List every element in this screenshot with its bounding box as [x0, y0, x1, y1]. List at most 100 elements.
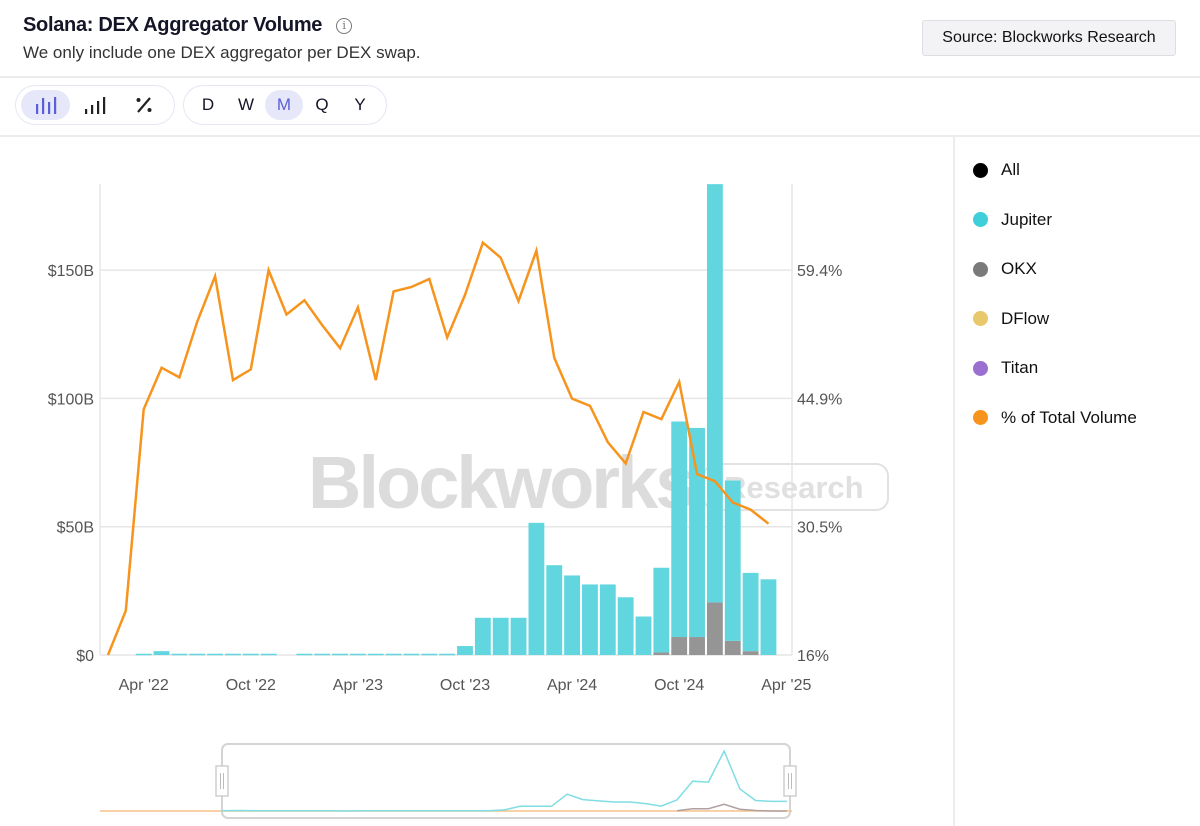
legend-item-okx[interactable]: OKX	[973, 257, 1137, 281]
bar-jupiter	[457, 646, 473, 655]
chart-subtitle: We only include one DEX aggregator per D…	[23, 43, 421, 62]
legend-dot-icon	[973, 311, 988, 326]
chart-toolbar: D W M Q Y	[0, 78, 1200, 137]
line-percent-total-volume	[106, 240, 770, 656]
axes: $0 $50B $100B $150B 16% 30.5% 44.9% 59.4% Apr '2…	[48, 263, 843, 694]
legend-dot-icon	[973, 261, 988, 277]
x-tick-label: Oct '24	[654, 677, 704, 694]
bar-jupiter	[189, 653, 206, 656]
navigator-left-handle[interactable]	[215, 765, 229, 797]
bar-chart-grouped-icon	[35, 97, 56, 114]
bar-jupiter	[599, 584, 616, 655]
navigator-right-handle[interactable]	[783, 765, 797, 797]
legend-label: Jupiter	[1001, 209, 1053, 229]
bar-jupiter	[207, 653, 224, 656]
bar-chart-ascending-icon	[84, 97, 106, 114]
bar-jupiter	[332, 653, 348, 656]
legend-dot-icon	[973, 162, 988, 178]
x-tick-label: Apr '25	[761, 677, 811, 694]
legend-item-titan[interactable]: Titan	[973, 356, 1137, 380]
legend-label: DFlow	[1001, 308, 1050, 328]
page-title: Solana: DEX Aggregator Volume	[23, 14, 323, 36]
bar-jupiter	[760, 579, 777, 655]
legend-label: OKX	[1001, 259, 1037, 278]
bar-jupiter	[260, 653, 277, 656]
bar-okx	[689, 637, 705, 655]
watermark-badge: Research	[724, 470, 864, 505]
grid-lines	[99, 184, 793, 656]
bar-jupiter	[617, 597, 634, 655]
navigator-window[interactable]	[221, 743, 791, 819]
info-icon[interactable]: i	[336, 17, 353, 34]
x-tick-label: Apr '22	[119, 677, 169, 694]
handle-grip-icon	[215, 765, 229, 797]
legend: All Jupiter OKX DFlow Titan % of Total Volume	[973, 158, 1137, 455]
chart-type-percent-button[interactable]	[120, 90, 169, 120]
bar-jupiter	[653, 567, 670, 653]
legend-item-jupiter[interactable]: Jupiter	[973, 208, 1137, 232]
bar-jupiter	[439, 653, 456, 656]
x-tick-label: Apr '23	[333, 677, 383, 694]
y-left-tick-label: $100B	[48, 391, 94, 408]
bar-okx	[671, 637, 688, 655]
bar-jupiter	[528, 522, 545, 655]
bar-series	[135, 184, 777, 656]
source-button[interactable]: Source: Blockworks Research	[922, 20, 1176, 56]
period-d-button[interactable]: D	[201, 95, 215, 114]
bar-jupiter	[564, 575, 581, 655]
bar-okx	[742, 651, 759, 655]
legend-dot-icon	[973, 360, 988, 376]
legend-label: All	[1001, 160, 1020, 179]
legend-divider	[953, 136, 955, 826]
legend-item-of-total-volume[interactable]: % of Total Volume	[973, 406, 1137, 430]
bar-jupiter	[546, 565, 563, 655]
watermark: Blockworks Research	[308, 441, 889, 524]
bar-okx	[724, 640, 741, 655]
y-right-tick-label: 16%	[797, 648, 829, 665]
period-q-button[interactable]: Q	[315, 95, 329, 114]
bar-jupiter	[510, 617, 527, 655]
y-right-tick-label: 30.5%	[797, 519, 842, 536]
period-w-button[interactable]: W	[237, 95, 255, 114]
y-left-tick-label: $150B	[48, 263, 94, 280]
chart-type-grouped-button[interactable]	[21, 90, 71, 120]
bar-jupiter	[225, 653, 241, 656]
period-m-button[interactable]: M	[265, 90, 303, 120]
bar-jupiter	[492, 617, 509, 655]
legend-item-dflow[interactable]: DFlow	[973, 307, 1137, 331]
chart-header: Solana: DEX Aggregator Volume i We only …	[0, 0, 1200, 78]
y-left-tick-label: $50B	[57, 520, 94, 537]
bar-jupiter	[296, 653, 313, 656]
bar-jupiter	[635, 616, 652, 655]
y-left-tick-label: $0	[76, 648, 94, 665]
chart-area: Blockworks Research $0 $50B $100B $150B 16% 3…	[48, 184, 889, 819]
bar-jupiter	[421, 653, 438, 656]
bar-jupiter	[153, 651, 170, 655]
chart-type-ascending-button[interactable]	[70, 90, 119, 120]
bar-jupiter	[314, 653, 331, 656]
y-right-tick-label: 59.4%	[797, 263, 842, 280]
bar-jupiter	[474, 617, 491, 655]
legend-label: Titan	[1001, 358, 1039, 377]
bar-jupiter	[689, 427, 705, 638]
bar-jupiter	[367, 653, 384, 656]
bar-jupiter	[135, 653, 152, 656]
title-row: Solana: DEX Aggregator Volume i	[23, 14, 353, 37]
bar-jupiter	[706, 184, 723, 603]
legend-dot-icon	[973, 212, 988, 227]
bar-okx	[653, 652, 670, 655]
bar-jupiter	[582, 584, 598, 655]
legend-item-all[interactable]: All	[973, 158, 1137, 182]
line-series	[106, 240, 770, 656]
bar-jupiter	[742, 572, 759, 652]
bar-jupiter	[724, 480, 741, 641]
bar-jupiter	[385, 653, 402, 656]
period-group: D W M Q Y	[183, 85, 387, 125]
navigator-line-okx	[676, 803, 787, 812]
bar-okx	[706, 602, 723, 655]
percent-icon	[136, 97, 152, 113]
period-y-button[interactable]: Y	[354, 95, 366, 114]
y-right-tick-label: 44.9%	[797, 392, 842, 409]
range-navigator[interactable]	[100, 743, 797, 819]
navigator-line-jupiter	[221, 749, 787, 812]
